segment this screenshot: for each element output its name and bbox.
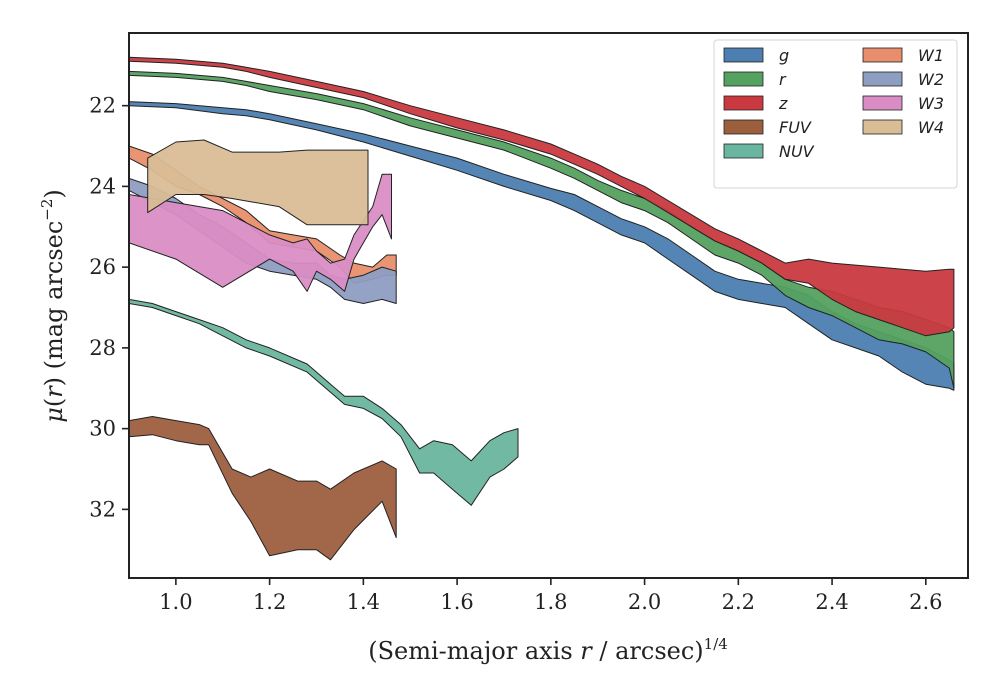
x-tick-label: 2.6 — [909, 590, 942, 614]
ticks-layer: 1.0 1.2 1.4 1.6 1.8 2.0 2.2 2.4 2.6 22 24 26 28 30 32 — [89, 94, 942, 614]
legend-swatch-w4 — [862, 119, 903, 135]
x-tick-label: 1.2 — [253, 590, 286, 614]
legend-swatch-w2 — [862, 71, 903, 87]
x-axis-label: (Semi-major axis r / arcsec)1/4 — [368, 635, 728, 665]
x-tick-label: 1.0 — [159, 590, 192, 614]
x-tick-label: 1.4 — [347, 590, 380, 614]
series-layer — [129, 56, 955, 561]
legend: grz FUV NUV W1 W2 W3 W4 — [713, 39, 958, 189]
y-axis-label: μ(r) (mag arcsec−2) — [38, 189, 68, 423]
legend-label-z: z — [778, 94, 788, 113]
legend-swatch-r — [723, 71, 764, 87]
x-tick-label: 2.0 — [628, 590, 661, 614]
y-tick-label: 28 — [89, 336, 116, 360]
y-tick-label: 24 — [89, 174, 116, 198]
legend-swatch-nuv — [723, 143, 764, 159]
series-band-z — [129, 56, 955, 337]
series-band-w3 — [129, 173, 392, 292]
series-band-r — [129, 70, 955, 389]
legend-label-g: g — [779, 46, 789, 65]
legend-label-r: r — [779, 70, 787, 89]
legend-swatch-fuv — [723, 119, 764, 135]
y-tick-label: 32 — [89, 497, 116, 521]
series-band-w4 — [147, 139, 369, 226]
y-tick-label: 30 — [89, 417, 116, 441]
x-tick-label: 1.6 — [440, 590, 473, 614]
legend-label-nuv: NUV — [779, 142, 815, 161]
legend-swatch-w3 — [862, 95, 903, 111]
series-band-fuv — [129, 416, 397, 561]
legend-swatch-w1 — [862, 47, 903, 63]
series-band-nuv — [129, 298, 519, 506]
legend-label-fuv: FUV — [779, 118, 812, 137]
x-tick-label: 1.8 — [534, 590, 567, 614]
x-tick-label: 2.4 — [815, 590, 848, 614]
y-tick-label: 22 — [89, 94, 116, 118]
plot-frame — [128, 32, 969, 579]
x-tick-label: 2.2 — [722, 590, 755, 614]
legend-swatch-z — [723, 95, 764, 111]
legend-label-w3: W3 — [918, 94, 944, 113]
legend-swatch-g — [723, 47, 764, 63]
legend-label-w1: W1 — [918, 46, 944, 65]
legend-label-w2: W2 — [918, 70, 944, 89]
series-band-g — [129, 101, 955, 391]
legend-label-w4: W4 — [918, 118, 944, 137]
y-tick-label: 26 — [89, 255, 116, 279]
